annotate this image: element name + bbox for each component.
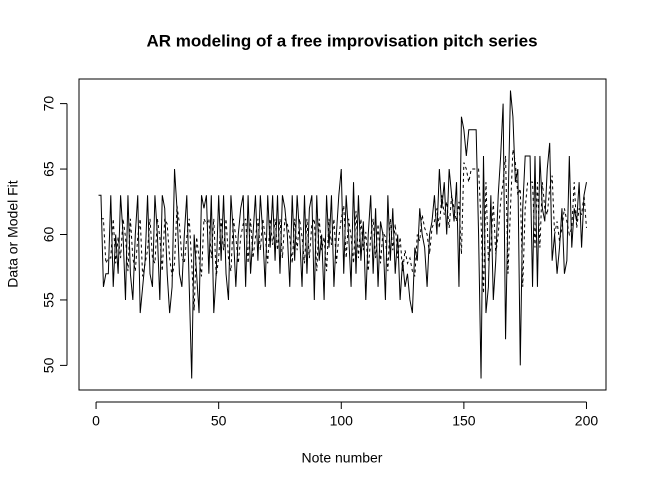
plot-frame	[78, 78, 607, 391]
data-line	[98, 90, 587, 379]
y-tick-label: 50	[41, 357, 57, 373]
chart-title: AR modeling of a free improvisation pitc…	[146, 31, 537, 50]
y-tick-label: 70	[41, 96, 57, 112]
x-tick-label: 50	[211, 413, 227, 429]
x-tick-label: 0	[92, 413, 100, 429]
x-axis-label: Note number	[302, 450, 383, 466]
y-tick-label: 65	[41, 161, 57, 177]
x-tick-label: 100	[330, 413, 354, 429]
x-tick-label: 200	[575, 413, 599, 429]
x-tick-label: 150	[452, 413, 476, 429]
y-axis-label: Data or Model Fit	[5, 180, 21, 287]
y-tick-label: 55	[41, 292, 57, 308]
data-line	[100, 149, 587, 311]
y-tick-label: 60	[41, 227, 57, 243]
